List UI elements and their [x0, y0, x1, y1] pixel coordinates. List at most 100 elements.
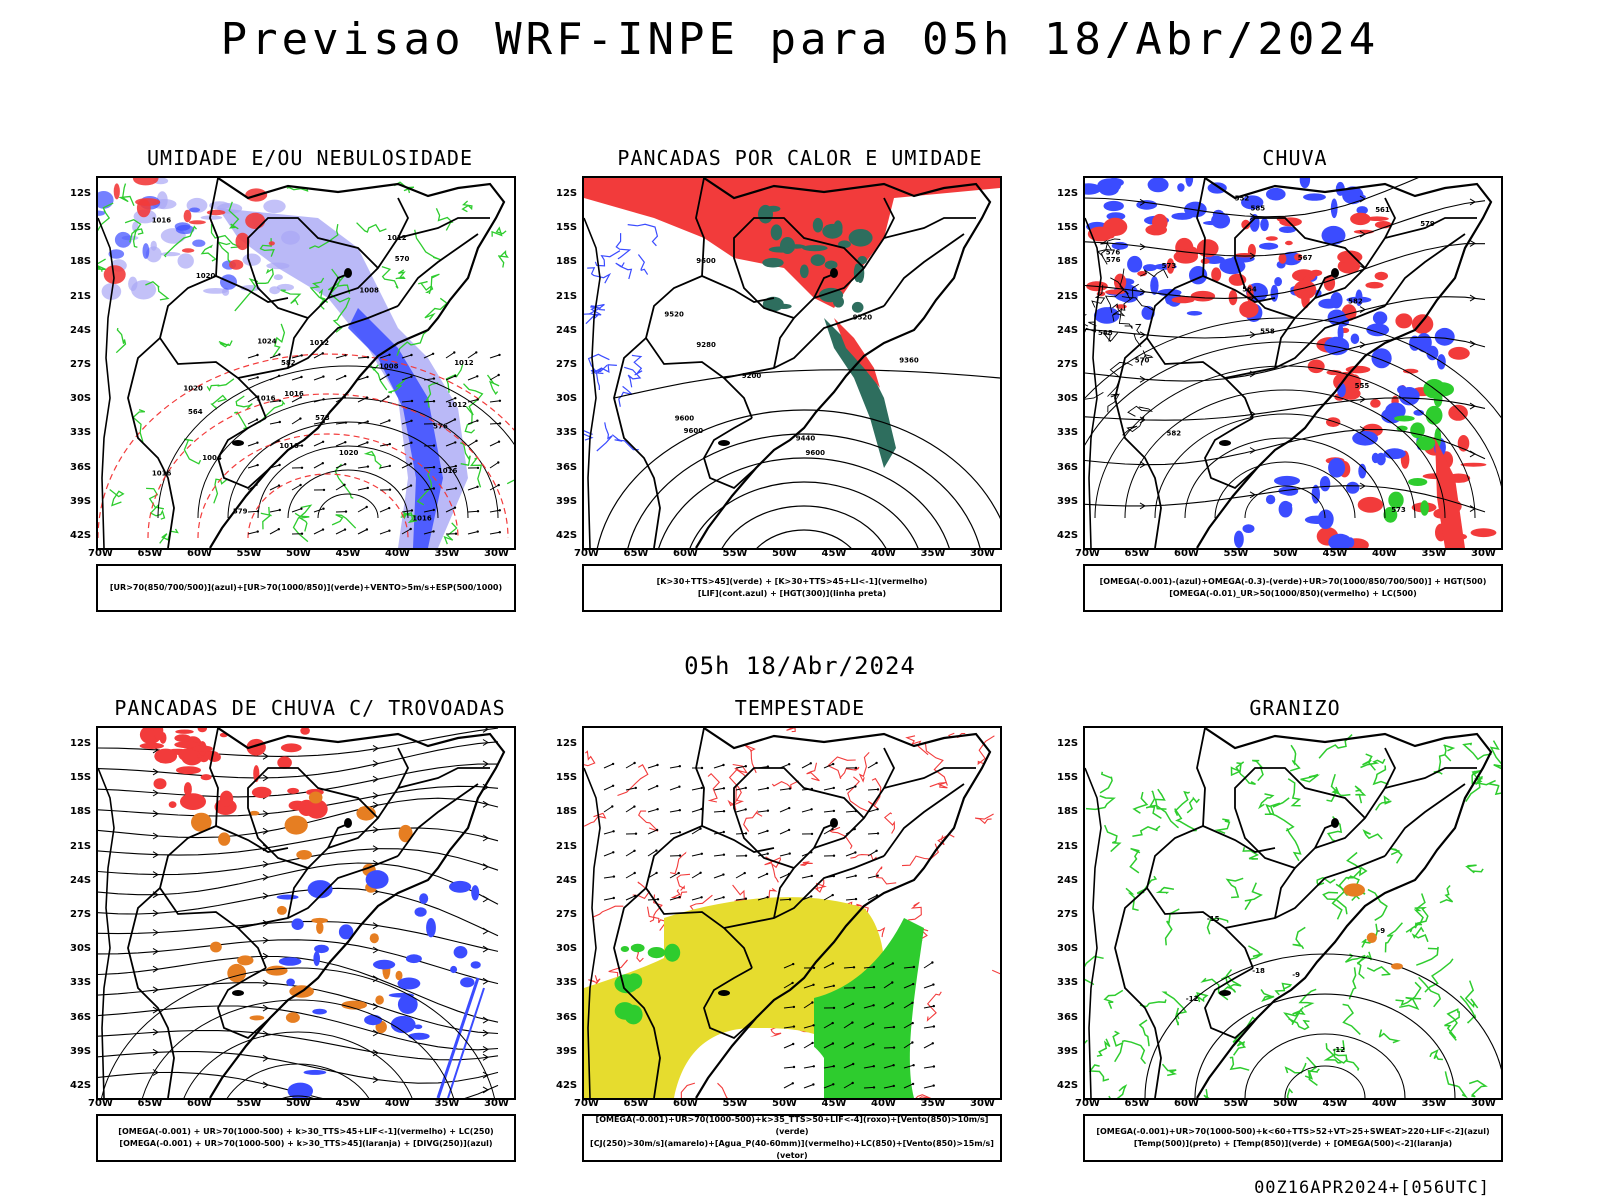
map-area	[96, 726, 516, 1100]
longitude-label: 50W	[772, 548, 797, 559]
legend-line: [OMEGA(-0.01)_UR>50(1000/850)(vermelho) …	[1169, 589, 1417, 598]
panel-legend: [OMEGA(-0.001) + UR>70(1000-500) + k>30_…	[96, 1114, 516, 1162]
latitude-label: 12S	[556, 188, 578, 199]
latitude-label: 15S	[70, 772, 92, 784]
svg-text:555: 555	[1355, 382, 1370, 390]
longitude-label: 30W	[484, 548, 509, 559]
longitude-label: 35W	[1421, 548, 1447, 559]
longitude-label: 40W	[871, 1098, 896, 1109]
latitude-label: 30S	[1057, 393, 1079, 405]
panel-legend: [OMEGA(-0.001)-(azul)+OMEGA(-0.3)-(verde…	[1083, 564, 1503, 612]
latitude-label: 33S	[1057, 977, 1079, 989]
longitude-label: 35W	[920, 1098, 946, 1109]
panel-legend: [K>30+TTS>45](verde) + [K>30+TTS>45+LI<-…	[582, 564, 1002, 612]
longitude-label: 40W	[871, 548, 896, 559]
longitude-label: 35W	[434, 548, 460, 559]
svg-text:570: 570	[1135, 357, 1150, 365]
longitude-label: 55W	[236, 548, 262, 559]
latitude-label: 39S	[70, 495, 92, 507]
latitude-label: 15S	[1057, 772, 1079, 784]
legend-line: [OMEGA(-0.001)+UR>70(1000-500)+k<60+TTS>…	[1096, 1127, 1490, 1136]
longitude-label: 45W	[1322, 1098, 1348, 1109]
latitude-label: 30S	[556, 943, 578, 955]
longitude-label: 45W	[335, 1098, 361, 1109]
latitude-label: 27S	[1057, 909, 1079, 920]
latitude-label: 39S	[556, 1045, 578, 1057]
footer-run-info: 00Z16APR2024+[056UTC]	[1254, 1178, 1490, 1198]
svg-text:1012: 1012	[387, 234, 407, 242]
latitude-label: 42S	[556, 530, 578, 541]
latitude-label: 18S	[556, 806, 578, 818]
svg-text:576: 576	[1106, 249, 1121, 257]
svg-text:579: 579	[1420, 220, 1435, 228]
svg-text:567: 567	[1298, 254, 1313, 262]
longitude-label: 45W	[821, 548, 847, 559]
latitude-label: 42S	[70, 530, 92, 541]
longitude-label: 55W	[722, 1098, 748, 1109]
longitude-label: 70W	[574, 548, 599, 559]
longitude-label: 65W	[623, 1098, 649, 1109]
latitude-label: 27S	[70, 909, 92, 920]
panel-title: GRANIZO	[1249, 696, 1341, 720]
latitude-label: 21S	[70, 840, 92, 852]
svg-text:1016: 1016	[438, 467, 458, 475]
svg-text:558: 558	[1260, 328, 1275, 336]
longitude-label: 50W	[1273, 1098, 1298, 1109]
legend-line: [OMEGA(-0.001) + UR>70(1000-500) + k>30_…	[119, 1139, 493, 1148]
svg-text:1020: 1020	[183, 385, 203, 393]
panel-title: UMIDADE E/OU NEBULOSIDADE	[146, 146, 474, 170]
svg-text:576: 576	[1106, 256, 1121, 264]
weather-map-graphic: 9600 9600 9600 9520 9520 9440 9360 9280 9200 9600	[584, 178, 1000, 548]
longitude-label: 30W	[484, 1098, 509, 1109]
latitude-label: 39S	[1057, 1045, 1079, 1057]
latitude-label: 39S	[1057, 495, 1079, 507]
weather-map-graphic: 588 585 582 579 576 573 570 567 564 561 558 555 552 5…	[1085, 178, 1501, 548]
mid-title: 05h 18/Abr/2024	[684, 652, 916, 680]
longitude-label: 50W	[286, 1098, 311, 1109]
longitude-label: 60W	[1174, 548, 1199, 559]
latitude-label: 24S	[556, 324, 578, 336]
svg-text:1016: 1016	[152, 217, 172, 225]
svg-text:9600: 9600	[675, 414, 695, 422]
svg-text:582: 582	[1348, 297, 1363, 305]
svg-text:585: 585	[1251, 205, 1266, 213]
svg-text:1012: 1012	[454, 359, 474, 367]
panel-title: TEMPESTADE	[734, 696, 866, 720]
longitude-label: 60W	[673, 1098, 698, 1109]
latitude-label: 15S	[556, 772, 578, 784]
svg-text:9360: 9360	[899, 357, 919, 365]
svg-text:564: 564	[1242, 286, 1257, 294]
svg-text:564: 564	[188, 408, 203, 416]
svg-text:1012: 1012	[310, 339, 330, 347]
panel-pancadas-calor: PANCADAS POR CALOR E UMIDADE 9600 9600 960…	[550, 146, 1050, 626]
svg-text:579: 579	[233, 507, 248, 515]
svg-text:9440: 9440	[796, 434, 816, 442]
panel-tempestade: TEMPESTADE [OMEGA(-0.001)+UR>70(1000-500…	[550, 696, 1050, 1176]
longitude-label: 60W	[1174, 1098, 1199, 1109]
longitude-label: 40W	[1372, 1098, 1397, 1109]
latitude-label: 12S	[70, 188, 92, 199]
svg-text:9600: 9600	[696, 257, 716, 265]
latitude-label: 36S	[556, 1011, 578, 1023]
legend-line: [LIF](cont.azul) + [HGT(300)](linha pret…	[697, 589, 887, 598]
svg-text:-12: -12	[1186, 995, 1199, 1003]
legend-line: [OMEGA(-0.001) + UR>70(1000-500) + k>30_…	[118, 1127, 494, 1136]
svg-text:9600: 9600	[684, 427, 704, 435]
latitude-label: 12S	[70, 738, 92, 749]
longitude-label: 60W	[187, 1098, 212, 1109]
longitude-label: 65W	[1124, 1098, 1150, 1109]
latitude-label: 27S	[556, 359, 578, 370]
legend-line: [OMEGA(-0.001)+UR>70(1000-500)+k>35_TTS>…	[595, 1115, 989, 1136]
weather-map-graphic	[98, 728, 506, 1098]
latitude-label: 39S	[70, 1045, 92, 1057]
latitude-label: 21S	[556, 840, 578, 852]
latitude-label: 21S	[1057, 290, 1079, 302]
svg-text:-18: -18	[1252, 967, 1265, 975]
svg-text:1012: 1012	[448, 401, 468, 409]
longitude-label: 70W	[88, 548, 113, 559]
longitude-label: 40W	[1372, 548, 1397, 559]
latitude-label: 42S	[556, 1080, 578, 1091]
panel-pancadas-trovoadas: PANCADAS DE CHUVA C/ TROVOADAS [OMEGA(-0…	[60, 696, 560, 1176]
svg-text:570: 570	[395, 255, 410, 263]
latitude-label: 30S	[556, 393, 578, 405]
